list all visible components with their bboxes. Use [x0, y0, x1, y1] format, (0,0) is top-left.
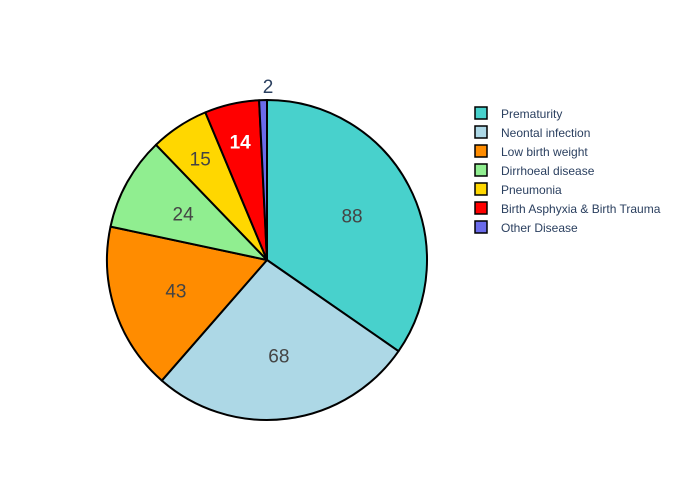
- legend-swatch: [474, 182, 488, 196]
- pie-slices: [106, 99, 428, 421]
- slice-label-prematurity: 88: [341, 206, 362, 227]
- slice-label-low-birth-weight: 43: [165, 281, 186, 302]
- pie-slice-dirrhoeal-disease[interactable]: [109, 143, 268, 261]
- pie-slice-low-birth-weight[interactable]: [106, 225, 268, 382]
- slice-label-pneumonia: 15: [190, 149, 211, 170]
- legend-swatch: [474, 144, 488, 158]
- legend-label: Birth Asphyxia & Birth Trauma: [501, 202, 661, 216]
- legend-item-low-birth-weight[interactable]: Low birth weight: [474, 144, 588, 159]
- legend-swatch: [474, 163, 488, 177]
- slice-label-neontal-infection: 68: [268, 346, 289, 367]
- legend-swatch: [474, 220, 488, 234]
- legend-label: Low birth weight: [501, 145, 588, 159]
- legend: Prematurity Neontal infection Low birth we…: [474, 106, 661, 235]
- legend-label: Prematurity: [501, 107, 562, 121]
- pie-slice-other-disease[interactable]: [258, 99, 268, 261]
- slice-label-other-disease: 2: [263, 77, 274, 98]
- legend-swatch: [474, 125, 488, 139]
- pie-slice-prematurity[interactable]: [266, 99, 428, 353]
- legend-label: Neontal infection: [501, 126, 590, 140]
- legend-item-birth-asphyxia-and-birth-trauma[interactable]: Birth Asphyxia & Birth Trauma: [474, 201, 661, 216]
- legend-label: Pneumonia: [501, 183, 562, 197]
- legend-swatch: [474, 201, 488, 215]
- legend-item-other-disease[interactable]: Other Disease: [474, 220, 578, 235]
- pie-slice-neontal-infection[interactable]: [160, 259, 400, 421]
- slice-label-birth-asphyxia-and-birth-trauma: 14: [230, 132, 252, 153]
- legend-item-dirrhoeal-disease[interactable]: Dirrhoeal disease: [474, 163, 595, 178]
- pie-value-labels: 88 68 43 24 15 14 2: [165, 77, 362, 367]
- legend-label: Dirrhoeal disease: [501, 164, 595, 178]
- slice-label-dirrhoeal-disease: 24: [173, 204, 195, 225]
- legend-label: Other Disease: [501, 221, 578, 235]
- legend-swatch: [474, 106, 488, 120]
- legend-item-prematurity[interactable]: Prematurity: [474, 106, 562, 121]
- legend-item-pneumonia[interactable]: Pneumonia: [474, 182, 562, 197]
- legend-item-neontal-infection[interactable]: Neontal infection: [474, 125, 590, 140]
